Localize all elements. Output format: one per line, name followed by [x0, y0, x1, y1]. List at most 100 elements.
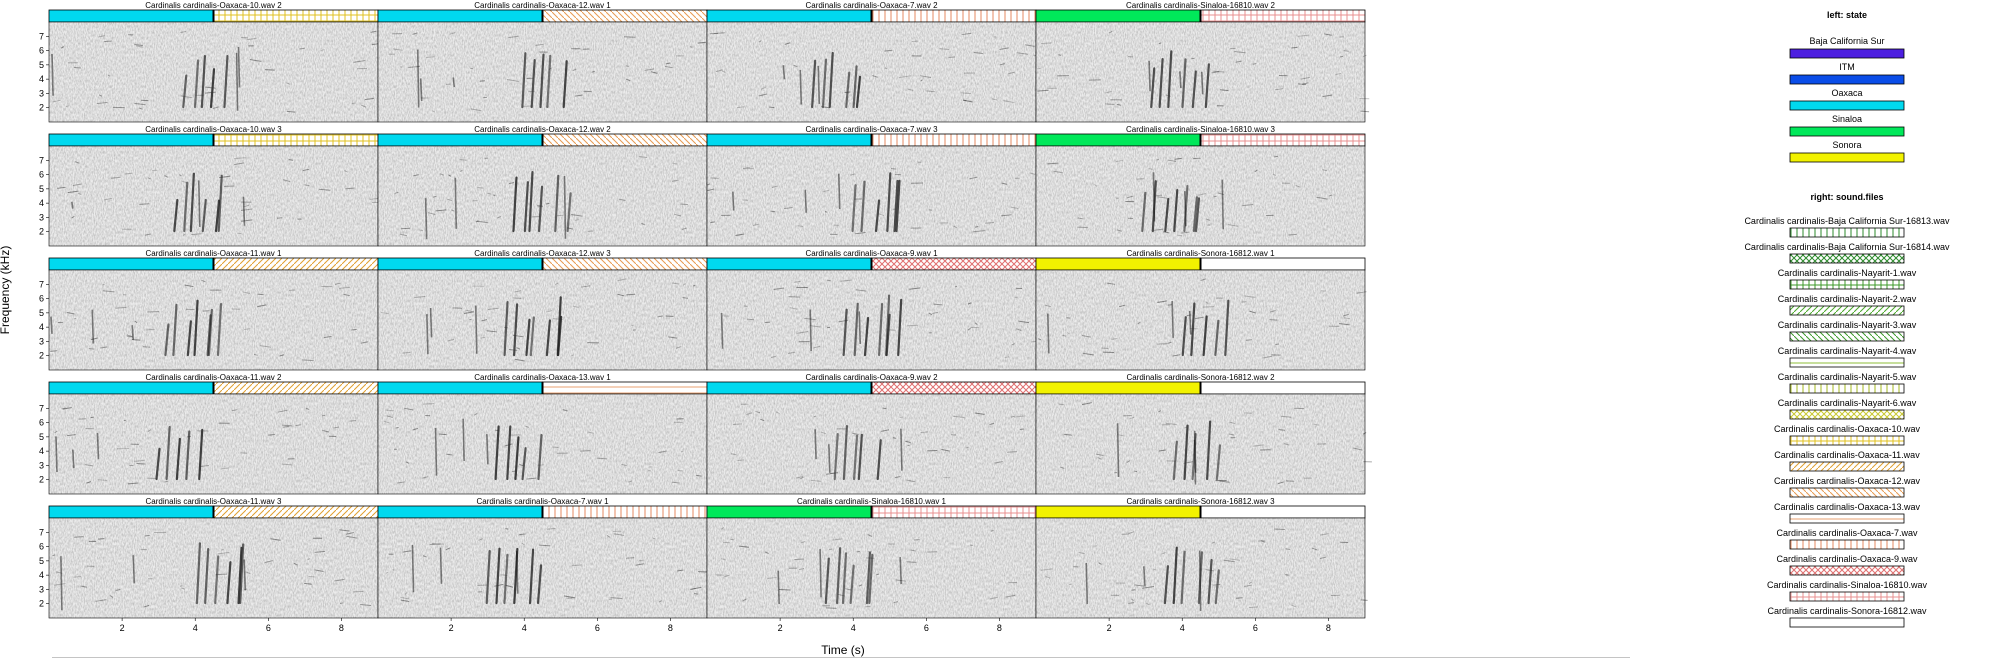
- legend-soundfile-swatch: [1789, 409, 1905, 420]
- y-tick-label: 4: [39, 570, 44, 580]
- y-tick-label: 7: [39, 155, 44, 165]
- spectrogram-panel: Cardinalis cardinalis-Oaxaca-12.wav 1: [377, 1, 713, 123]
- legend-soundfile-label: Cardinalis cardinalis-Oaxaca-10.wav: [1774, 424, 1921, 434]
- spectrogram-energy: [1059, 402, 1372, 485]
- legend-soundfile-swatch: [1789, 227, 1905, 238]
- y-tick-label: 6: [39, 294, 44, 304]
- spectrogram-panel: Cardinalis cardinalis-Sonora-16812.wav 2: [1035, 373, 1372, 495]
- panel-title: Cardinalis cardinalis-Oaxaca-11.wav 3: [146, 497, 282, 506]
- legend-soundfile-label: Cardinalis cardinalis-Nayarit-4.wav: [1778, 346, 1917, 356]
- soundfile-strip: [213, 381, 379, 395]
- x-tick-label: 8: [997, 623, 1002, 633]
- legend-state-swatch: [1789, 74, 1905, 85]
- x-tick-label: 8: [1326, 623, 1331, 633]
- x-tick-label: 8: [668, 623, 673, 633]
- panel-title: Cardinalis cardinalis-Sinaloa-16810.wav …: [1126, 1, 1276, 10]
- soundfile-strip: [1200, 9, 1366, 23]
- y-tick-label: 2: [39, 103, 44, 113]
- y-tick-label: 3: [39, 584, 44, 594]
- spectrogram-panel: Cardinalis cardinalis-Oaxaca-11.wav 3 2 3 4…: [39, 497, 379, 633]
- y-tick-label: 7: [39, 279, 44, 289]
- soundfile-strip: [542, 505, 708, 519]
- y-tick-label: 5: [39, 432, 44, 442]
- spectrogram-panel: Cardinalis cardinalis-Sinaloa-16810.wav …: [1035, 125, 1366, 247]
- x-tick-label: 2: [120, 623, 125, 633]
- spectrogram-panel: Cardinalis cardinalis-Oaxaca-13.wav 1: [377, 373, 708, 495]
- y-tick-label: 6: [39, 46, 44, 56]
- state-strip: [706, 505, 872, 519]
- legend-soundfile-swatch: [1789, 253, 1905, 264]
- soundfile-strip: [1200, 505, 1366, 519]
- panel-title: Cardinalis cardinalis-Oaxaca-12.wav 3: [474, 249, 611, 258]
- legend-soundfile-label: Cardinalis cardinalis-Nayarit-6.wav: [1778, 398, 1917, 408]
- y-tick-label: 7: [39, 31, 44, 41]
- soundfile-strip: [871, 133, 1037, 147]
- spectrogram-noise: [1036, 146, 1365, 246]
- panel-title: Cardinalis cardinalis-Sonora-16812.wav 2: [1126, 373, 1275, 382]
- spectrogram-noise: [49, 146, 378, 246]
- legend-soundfile-label: Cardinalis cardinalis-Sonora-16812.wav: [1767, 606, 1927, 616]
- legend-soundfile-label: Cardinalis cardinalis-Nayarit-5.wav: [1778, 372, 1917, 382]
- x-tick-label: 6: [924, 623, 929, 633]
- spectrogram-noise: [1036, 22, 1365, 122]
- state-strip: [1035, 257, 1201, 271]
- legend-state-label: Baja California Sur: [1809, 36, 1884, 46]
- y-tick-label: 6: [39, 170, 44, 180]
- x-tick-label: 4: [1180, 623, 1185, 633]
- spectrogram-energy: [50, 279, 369, 362]
- panel-frame: [1035, 393, 1366, 495]
- panel-frame: [1035, 145, 1366, 247]
- state-strip: [48, 9, 214, 23]
- panel-title: Cardinalis cardinalis-Oaxaca-10.wav 3: [145, 125, 282, 134]
- y-tick-label: 7: [39, 527, 44, 537]
- spectrogram-noise: [378, 518, 707, 618]
- legend-state-swatch: [1789, 100, 1905, 111]
- spectrogram-noise: [707, 394, 1036, 494]
- legend-state-label: ITM: [1839, 62, 1855, 72]
- spectrogram-energy: [383, 403, 702, 484]
- soundfile-strip: [871, 381, 1037, 395]
- state-strip: [706, 133, 872, 147]
- legend-soundfile-swatch: [1789, 513, 1905, 524]
- x-tick-label: 8: [339, 623, 344, 633]
- panel-title: Cardinalis cardinalis-Oaxaca-10.wav 2: [145, 1, 282, 10]
- spectrogram-panel: Cardinalis cardinalis-Oaxaca-9.wav 1: [706, 249, 1038, 371]
- panel-title: Cardinalis cardinalis-Oaxaca-12.wav 2: [474, 125, 611, 134]
- spectrogram-noise: [378, 394, 707, 494]
- panel-title: Cardinalis cardinalis-Oaxaca-9.wav 2: [805, 373, 938, 382]
- x-tick-label: 2: [1107, 623, 1112, 633]
- spectrogram-noise: [707, 270, 1036, 370]
- spectrogram-panel: Cardinalis cardinalis-Oaxaca-12.wav 2: [377, 125, 713, 247]
- panel-title: Cardinalis cardinalis-Oaxaca-11.wav 2: [146, 373, 282, 382]
- y-tick-label: 2: [39, 351, 44, 361]
- panel-title: Cardinalis cardinalis-Sonora-16812.wav 3: [1126, 497, 1275, 506]
- legend-soundfile-swatch: [1789, 617, 1905, 628]
- y-tick-label: 5: [39, 308, 44, 318]
- legend-soundfile-swatch: [1789, 331, 1905, 342]
- soundfile-strip: [213, 505, 379, 519]
- x-tick-label: 6: [595, 623, 600, 633]
- soundfile-strip: [213, 9, 379, 23]
- legend-soundfile-label: Cardinalis cardinalis-Nayarit-1.wav: [1778, 268, 1917, 278]
- panel-title: Cardinalis cardinalis-Oaxaca-7.wav 1: [476, 497, 609, 506]
- y-tick-label: 4: [39, 322, 44, 332]
- spectrogram-energy: [52, 529, 372, 611]
- spectrogram-energy: [51, 30, 387, 113]
- spectrogram-panel: Cardinalis cardinalis-Oaxaca-12.wav 3: [377, 249, 708, 371]
- state-strip: [706, 257, 872, 271]
- spectrogram-energy: [706, 161, 1036, 236]
- spectrogram-noise: [378, 270, 707, 370]
- legend-state-label: Oaxaca: [1831, 88, 1862, 98]
- spectrogram-panel: Cardinalis cardinalis-Oaxaca-11.wav 2 2 3 4…: [39, 373, 379, 495]
- legend-soundfile-label: Cardinalis cardinalis-Baja California Su…: [1744, 216, 1950, 226]
- state-strip: [377, 133, 543, 147]
- y-tick-label: 6: [39, 418, 44, 428]
- legend-soundfile-swatch: [1789, 357, 1905, 368]
- y-tick-label: 2: [39, 599, 44, 609]
- spectrogram-energy: [380, 278, 696, 362]
- spectrogram-panel: Cardinalis cardinalis-Oaxaca-9.wav 2: [706, 373, 1043, 495]
- spectrogram-energy: [57, 157, 387, 236]
- legend-soundfile-swatch: [1789, 305, 1905, 316]
- spectrogram-energy: [709, 32, 1041, 109]
- legend-soundfile-label: Cardinalis cardinalis-Baja California Su…: [1744, 242, 1950, 252]
